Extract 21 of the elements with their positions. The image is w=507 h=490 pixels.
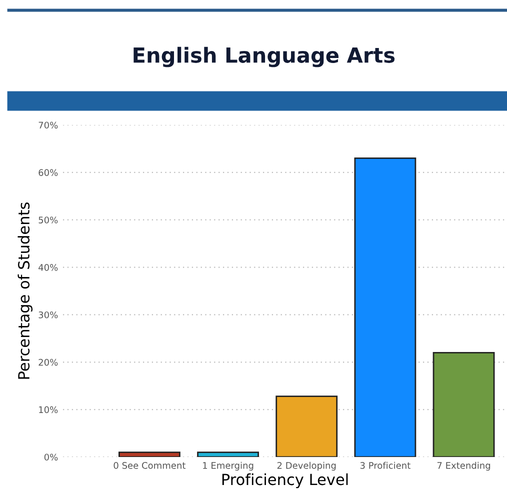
chart-title: English Language Arts xyxy=(134,46,395,68)
y-axis-title: Percentage of Students xyxy=(18,202,33,379)
y-tick-label: 60% xyxy=(38,169,58,176)
x-tick-label: 3 Proficient xyxy=(360,462,410,469)
x-tick-label: 7 Extending xyxy=(437,462,490,471)
bar xyxy=(276,396,338,457)
x-tick-label: 2 Developing xyxy=(277,462,336,471)
x-axis-title: Proficiency Level xyxy=(222,473,348,488)
bar xyxy=(432,352,495,457)
bar xyxy=(354,158,416,457)
y-tick-label: 0% xyxy=(44,454,58,461)
x-tick-label: 1 Emerging xyxy=(203,462,254,471)
bar xyxy=(197,452,259,457)
y-tick-label: 30% xyxy=(38,311,58,318)
y-tick-label: 70% xyxy=(38,122,58,129)
bar xyxy=(118,452,180,457)
y-tick-label: 40% xyxy=(38,264,58,271)
x-tick-label: 0 See Comment xyxy=(114,462,186,469)
y-tick-label: 20% xyxy=(38,358,58,366)
y-tick-label: 50% xyxy=(38,216,58,224)
y-tick-label: 10% xyxy=(39,406,58,414)
